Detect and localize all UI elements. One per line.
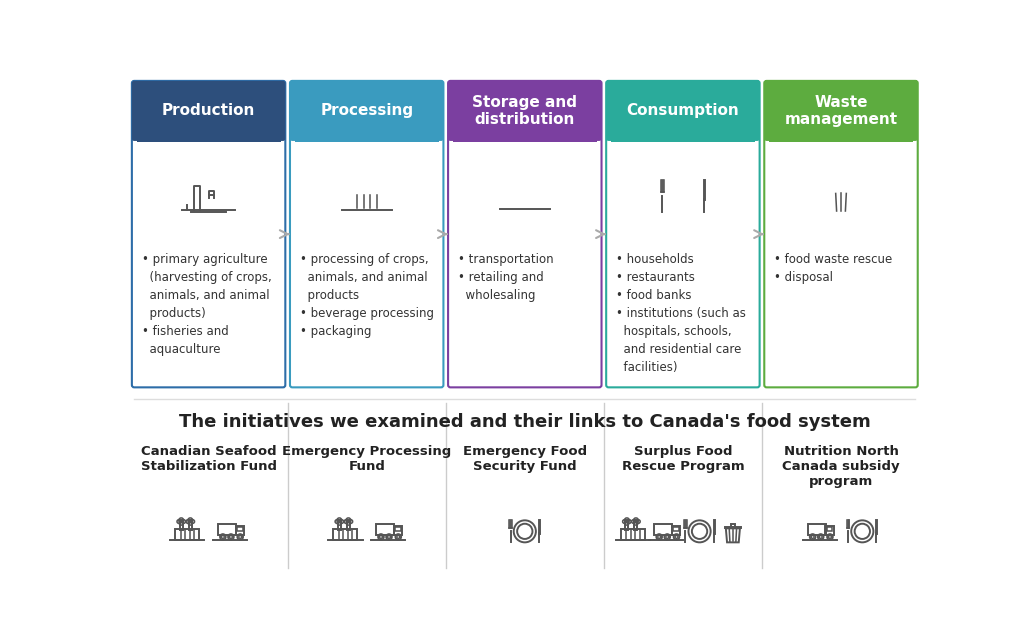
Bar [731,524,735,526]
Bar [237,527,243,531]
FancyBboxPatch shape [764,81,918,141]
Bar [828,189,853,192]
Text: Consumption: Consumption [627,103,739,118]
Bar [333,530,357,541]
Text: • processing of crops,
  animals, and animal
  products
• beverage processing
• : • processing of crops, animals, and anim… [300,252,434,338]
Bar [218,525,236,535]
Text: • food waste rescue
• disposal: • food waste rescue • disposal [774,252,893,284]
FancyBboxPatch shape [290,81,443,387]
Text: • primary agriculture
  (harvesting of crops,
  animals, and animal
  products)
: • primary agriculture (harvesting of cro… [142,252,271,356]
Bar [376,525,394,535]
Bar [180,520,182,530]
FancyBboxPatch shape [449,81,601,387]
Bar [188,520,191,530]
Bar [453,132,597,142]
Bar [204,186,219,198]
Bar [769,132,913,142]
Bar [611,132,755,142]
FancyBboxPatch shape [764,81,918,387]
Bar [175,530,200,541]
Text: Nutrition North
Canada subsidy
program: Nutrition North Canada subsidy program [782,445,900,488]
Bar [136,132,281,142]
Bar [635,520,638,530]
FancyBboxPatch shape [132,81,286,387]
Bar [355,180,360,195]
Bar [626,520,629,530]
Bar [808,525,825,535]
Text: Storage and
distribution: Storage and distribution [472,95,578,127]
Bar [213,188,216,191]
Text: Processing: Processing [321,103,414,118]
Bar [838,186,844,189]
Text: Canadian Seafood
Stabilization Fund: Canadian Seafood Stabilization Fund [140,445,276,473]
Text: • households
• restaurants
• food banks
• institutions (such as
  hospitals, sch: • households • restaurants • food banks … [616,252,746,374]
Bar [672,526,680,535]
Bar [347,520,350,530]
FancyBboxPatch shape [449,81,601,141]
Bar [825,526,834,535]
Bar [654,525,673,535]
Bar [338,520,341,530]
Bar [295,132,438,142]
Bar [236,526,244,535]
FancyBboxPatch shape [606,81,760,387]
Bar [369,180,374,195]
Text: Production: Production [162,103,255,118]
Text: • transportation
• retailing and
  wholesaling: • transportation • retailing and wholesa… [458,252,554,302]
Text: Emergency Processing
Fund: Emergency Processing Fund [282,445,452,473]
FancyBboxPatch shape [132,81,286,141]
Bar [725,526,741,528]
Bar [826,527,833,531]
Bar [395,527,400,531]
FancyBboxPatch shape [606,81,760,141]
Bar [621,530,645,541]
Bar [393,526,402,535]
Bar [534,189,546,202]
Text: Emergency Food
Security Fund: Emergency Food Security Fund [463,445,587,473]
Bar [349,193,384,209]
Bar [674,527,679,531]
Bar [507,186,534,202]
Text: Surplus Food
Rescue Program: Surplus Food Rescue Program [622,445,744,473]
Text: The initiatives we examined and their links to Canada's food system: The initiatives we examined and their li… [179,413,870,431]
FancyBboxPatch shape [290,81,443,141]
Bar [536,190,544,196]
Text: Waste
management: Waste management [784,95,898,127]
